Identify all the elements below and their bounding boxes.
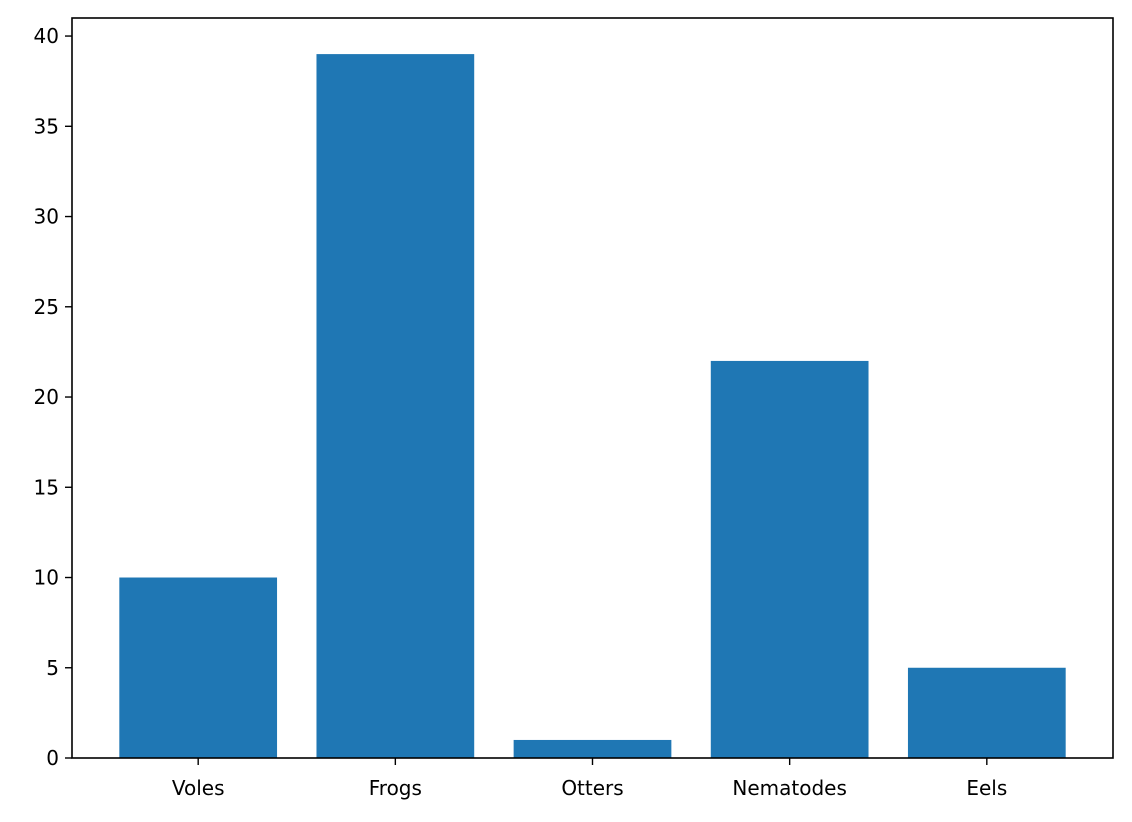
x-tick-label: Eels [966, 776, 1007, 800]
y-tick-label: 25 [34, 295, 59, 319]
x-tick-label: Voles [172, 776, 225, 800]
bar-eels [907, 667, 1066, 758]
x-tick-label: Frogs [369, 776, 422, 800]
y-tick-label: 35 [34, 114, 59, 138]
plot-frame [71, 17, 1114, 759]
y-tick-label: 5 [46, 656, 59, 680]
y-tick-label: 20 [34, 385, 59, 409]
bar-voles [119, 577, 278, 758]
bar-frogs [316, 54, 475, 759]
y-tick-label: 40 [34, 24, 59, 48]
y-axis: 0 5 10 15 20 25 30 35 40 [34, 24, 72, 770]
x-axis: Voles Frogs Otters Nematodes Eels [172, 758, 1007, 800]
bar-otters [513, 739, 672, 758]
y-tick-label: 15 [34, 475, 59, 499]
y-tick-label: 0 [46, 746, 59, 770]
y-tick-label: 10 [34, 566, 59, 590]
x-tick-label: Otters [561, 776, 623, 800]
x-tick-label: Nematodes [732, 776, 847, 800]
bar-nematodes [710, 360, 869, 758]
bars-group [119, 54, 1066, 759]
y-tick-label: 30 [34, 205, 59, 229]
